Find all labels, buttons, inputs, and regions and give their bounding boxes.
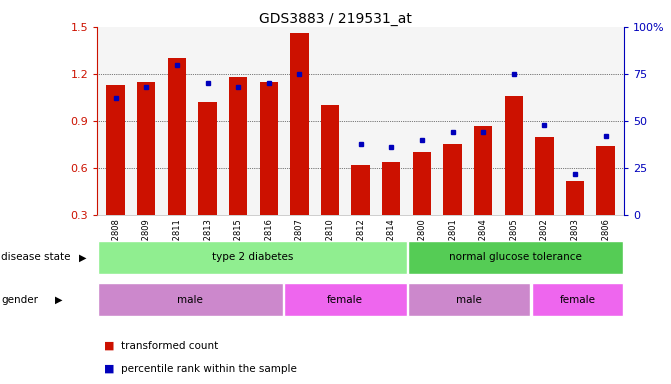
- Text: female: female: [560, 295, 596, 305]
- Text: gender: gender: [1, 295, 38, 305]
- Text: ▶: ▶: [55, 295, 62, 305]
- Bar: [382, 162, 401, 215]
- Text: ▶: ▶: [79, 252, 87, 262]
- Text: GDS3883 / 219531_at: GDS3883 / 219531_at: [259, 12, 412, 25]
- Bar: [474, 126, 493, 215]
- Text: ■: ■: [104, 364, 115, 374]
- Bar: [505, 96, 523, 215]
- Bar: [168, 58, 186, 215]
- Text: percentile rank within the sample: percentile rank within the sample: [121, 364, 297, 374]
- Bar: [137, 82, 156, 215]
- Bar: [229, 77, 248, 215]
- Bar: [535, 137, 554, 215]
- Text: normal glucose tolerance: normal glucose tolerance: [449, 252, 582, 262]
- Text: male: male: [177, 295, 203, 305]
- Text: female: female: [327, 295, 363, 305]
- Text: ■: ■: [104, 341, 115, 351]
- Bar: [352, 165, 370, 215]
- Bar: [597, 146, 615, 215]
- Bar: [260, 82, 278, 215]
- Bar: [107, 85, 125, 215]
- Text: type 2 diabetes: type 2 diabetes: [211, 252, 293, 262]
- Bar: [98, 241, 407, 274]
- Bar: [98, 283, 282, 316]
- Bar: [444, 144, 462, 215]
- Text: male: male: [456, 295, 482, 305]
- Bar: [408, 283, 531, 316]
- Bar: [284, 283, 407, 316]
- Text: transformed count: transformed count: [121, 341, 218, 351]
- Bar: [199, 102, 217, 215]
- Bar: [408, 241, 623, 274]
- Bar: [531, 283, 623, 316]
- Bar: [413, 152, 431, 215]
- Text: disease state: disease state: [1, 252, 71, 262]
- Bar: [566, 180, 584, 215]
- Bar: [291, 33, 309, 215]
- Bar: [321, 105, 340, 215]
